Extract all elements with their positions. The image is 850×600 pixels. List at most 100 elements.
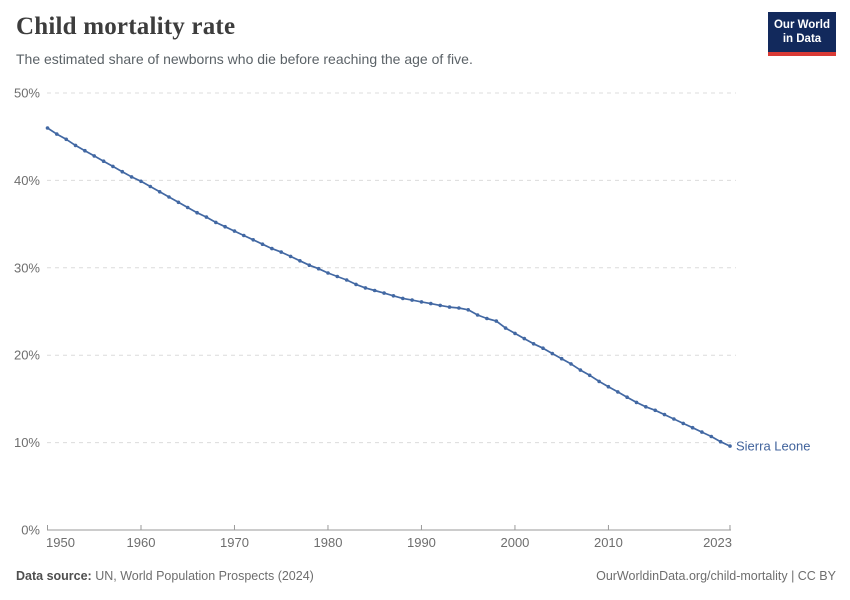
y-tick-label: 40%: [14, 173, 40, 188]
data-point: [559, 356, 564, 361]
data-point: [569, 362, 573, 366]
data-point: [718, 439, 723, 444]
data-point: [681, 421, 685, 426]
x-tick-label: 2010: [594, 535, 623, 550]
data-point: [279, 250, 284, 254]
data-point: [391, 294, 396, 298]
data-point: [363, 286, 368, 290]
data-point: [587, 373, 592, 378]
y-tick-label: 10%: [14, 435, 40, 450]
data-point: [625, 395, 629, 400]
data-point: [251, 238, 255, 242]
data-point: [728, 444, 732, 448]
data-point: [578, 368, 583, 372]
data-point: [709, 434, 714, 439]
data-point: [92, 154, 96, 158]
data-point: [690, 425, 695, 430]
data-point: [148, 184, 153, 189]
data-point: [73, 143, 78, 148]
data-point: [447, 305, 452, 309]
data-point: [223, 224, 227, 229]
x-tick-label: 1960: [127, 535, 156, 550]
data-point: [354, 282, 358, 287]
x-tick-label: 1950: [46, 535, 75, 550]
data-point: [176, 200, 181, 205]
data-point: [195, 210, 199, 215]
y-tick-label: 0%: [21, 523, 40, 538]
data-point: [597, 379, 601, 384]
x-tick-label: 1980: [314, 535, 343, 550]
data-point: [64, 137, 68, 142]
data-point: [45, 126, 50, 130]
data-point: [307, 263, 312, 268]
data-point: [644, 405, 648, 409]
data-point: [541, 346, 545, 351]
x-tick-label: 1970: [220, 535, 249, 550]
data-point: [382, 291, 386, 295]
data-point: [475, 313, 480, 317]
data-point: [438, 303, 443, 308]
data-point: [270, 246, 274, 251]
data-point: [111, 164, 115, 169]
data-point: [232, 229, 237, 233]
data-point: [410, 298, 414, 302]
data-point: [550, 351, 555, 356]
data-point: [466, 308, 471, 312]
data-point: [503, 326, 508, 330]
data-point: [204, 215, 209, 219]
data-source-note: Data source: UN, World Population Prospe…: [16, 569, 314, 583]
data-point: [653, 408, 657, 413]
data-point: [672, 417, 676, 421]
data-point: [429, 301, 433, 306]
y-tick-label: 30%: [14, 260, 40, 275]
data-point: [298, 259, 302, 263]
data-point: [242, 233, 246, 238]
owid-logo-red-bar: [768, 51, 836, 56]
owid-logo-text: Our World in Data: [768, 12, 836, 52]
y-tick-label: 20%: [14, 348, 40, 363]
data-point: [634, 400, 639, 405]
owid-logo-line2: in Data: [782, 33, 822, 46]
x-tick-label: 2023: [703, 535, 732, 550]
data-point: [101, 159, 106, 163]
owid-logo-line1: Our World: [773, 19, 830, 31]
data-point: [120, 169, 125, 174]
data-point: [662, 412, 667, 417]
data-point: [335, 274, 340, 279]
data-point: [344, 278, 349, 282]
data-source-label: Data source:: [16, 569, 92, 583]
owid-logo: Our World in Data: [768, 12, 836, 56]
data-point: [185, 205, 190, 210]
data-point: [700, 430, 704, 434]
page-title: Child mortality rate: [16, 13, 236, 40]
data-point: [606, 384, 611, 389]
data-point: [531, 342, 536, 346]
data-point: [157, 190, 162, 194]
x-tick-label: 1990: [407, 535, 436, 550]
data-point: [494, 319, 499, 323]
data-point: [288, 254, 293, 259]
data-point: [316, 266, 321, 271]
data-point: [401, 296, 405, 301]
data-point: [214, 220, 218, 225]
data-point: [485, 316, 489, 321]
license-note: OurWorldinData.org/child-mortality | CC …: [596, 569, 836, 583]
x-tick-label: 2000: [500, 535, 529, 550]
chart-subtitle: The estimated share of newborns who die …: [16, 51, 473, 67]
data-point: [326, 271, 330, 275]
data-point: [372, 288, 377, 293]
data-point: [260, 242, 265, 246]
data-point: [83, 148, 87, 153]
data-point: [55, 132, 59, 136]
data-point: [139, 179, 143, 184]
data-source-text: UN, World Population Prospects (2024): [91, 569, 314, 583]
data-point: [167, 195, 171, 199]
data-point: [419, 300, 424, 304]
data-point: [129, 175, 134, 179]
data-point: [513, 331, 517, 336]
series-label[interactable]: Sierra Leone: [736, 439, 810, 454]
data-point: [457, 306, 461, 310]
y-tick-label: 50%: [14, 86, 40, 101]
data-point: [522, 336, 527, 341]
